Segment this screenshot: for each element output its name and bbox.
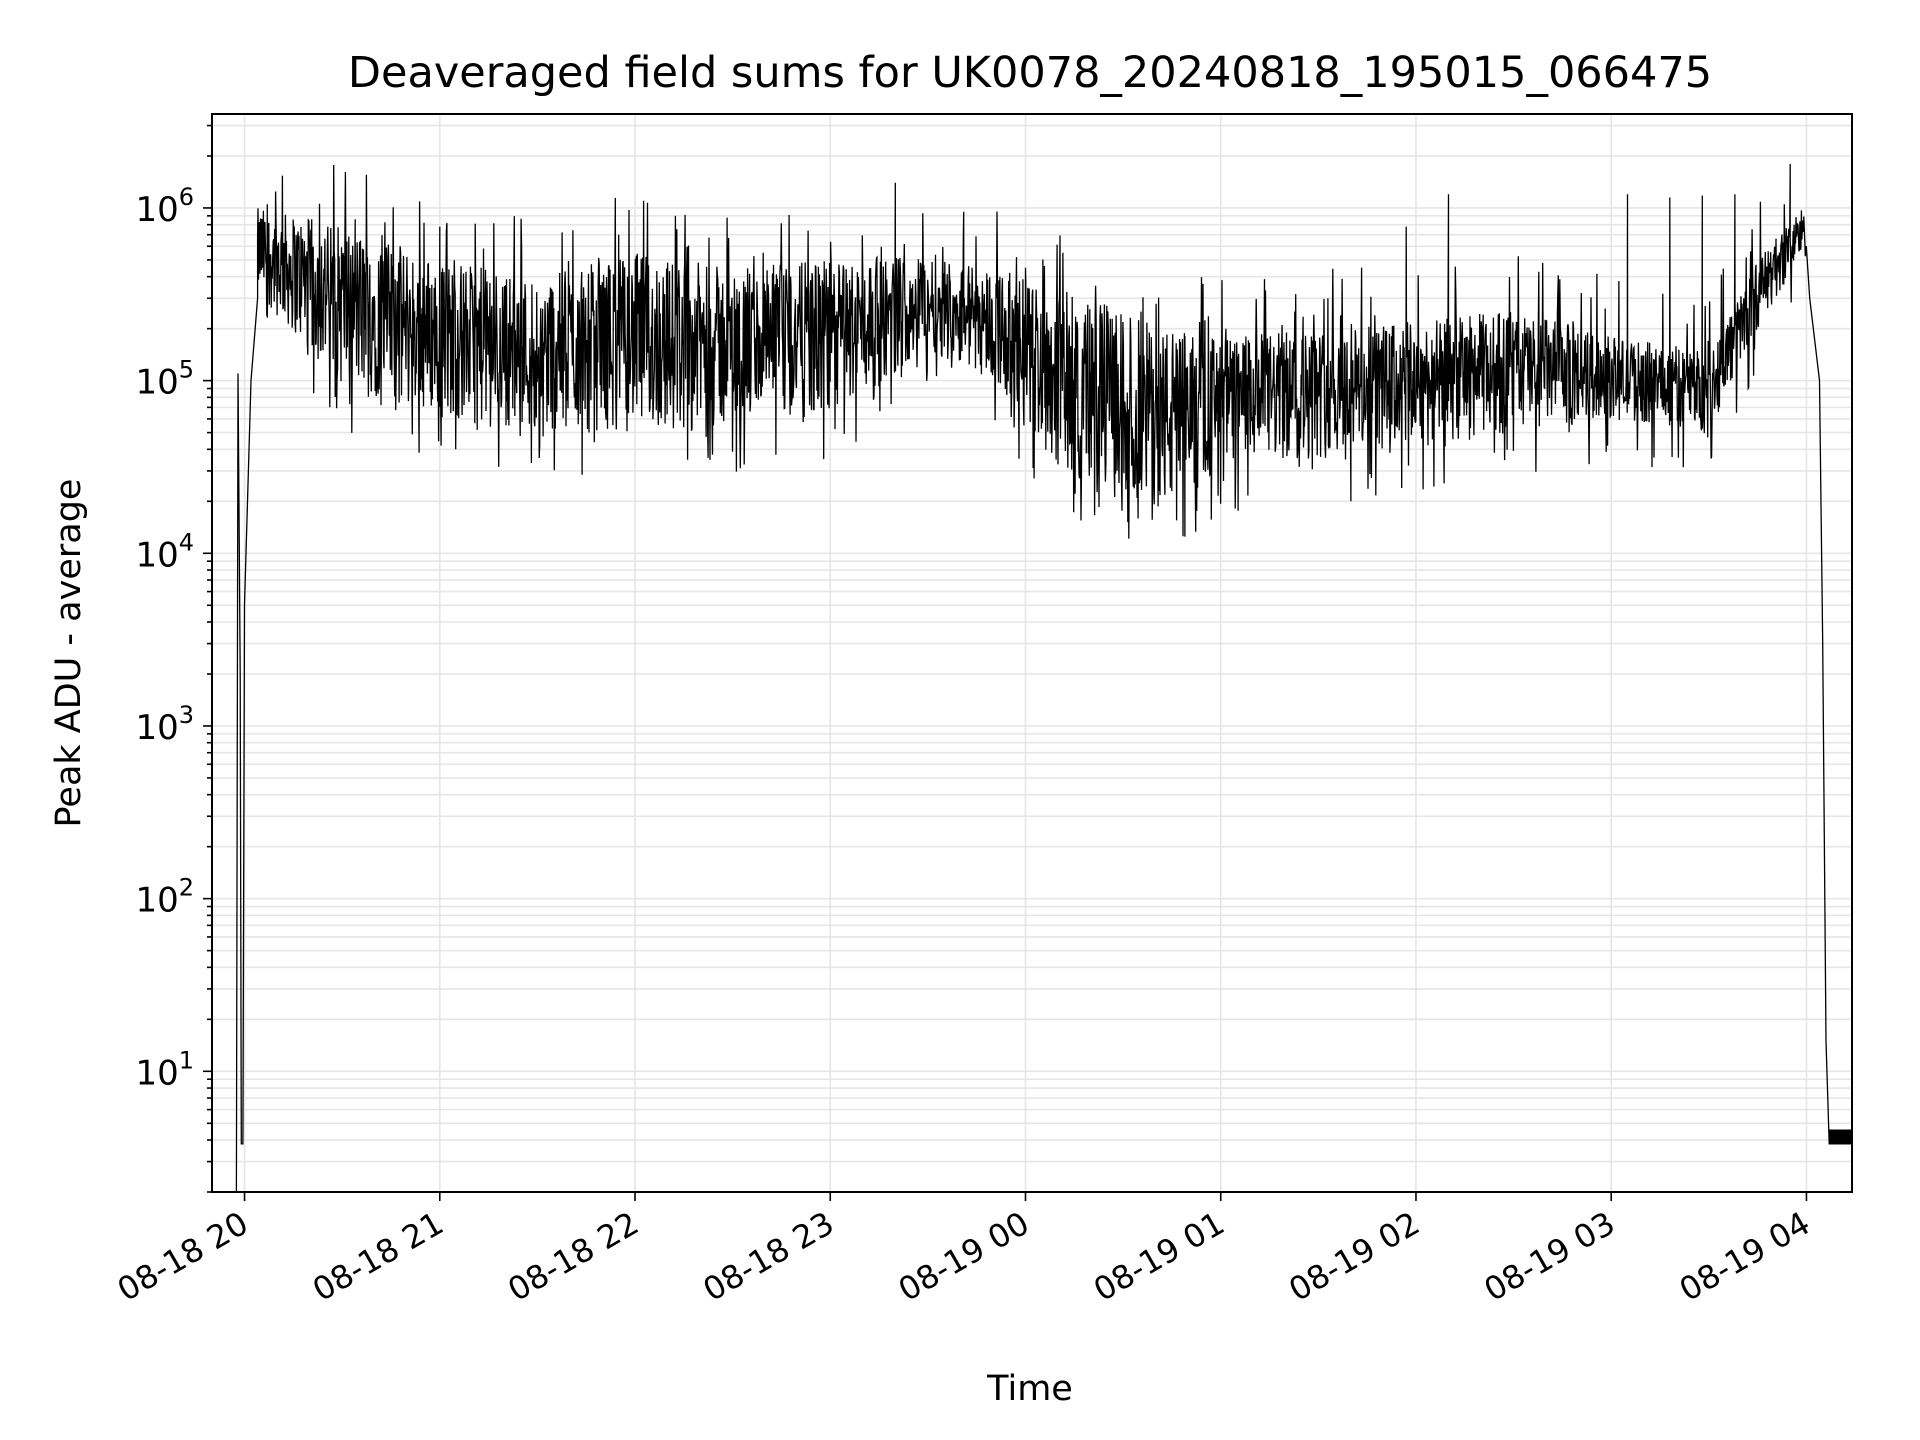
y-axis-label: Peak ADU - average <box>49 479 89 828</box>
x-axis-label: Time <box>986 1369 1073 1409</box>
y-tick-label: 105 <box>135 356 194 403</box>
data-layer <box>235 163 1852 1192</box>
y-tick-label: 103 <box>135 701 194 748</box>
y-tick-label: 101 <box>135 1046 194 1093</box>
y-tick-label: 104 <box>135 528 194 575</box>
plot-frame <box>211 113 1853 1193</box>
y-axis: 101 102 103 104 105 106 <box>135 124 212 1193</box>
y-tick-label: 102 <box>135 874 194 921</box>
y-tick-label: 106 <box>135 183 194 230</box>
chart-title: Deaveraged field sums for UK0078_2024081… <box>348 48 1712 98</box>
series-line <box>235 163 1852 1192</box>
